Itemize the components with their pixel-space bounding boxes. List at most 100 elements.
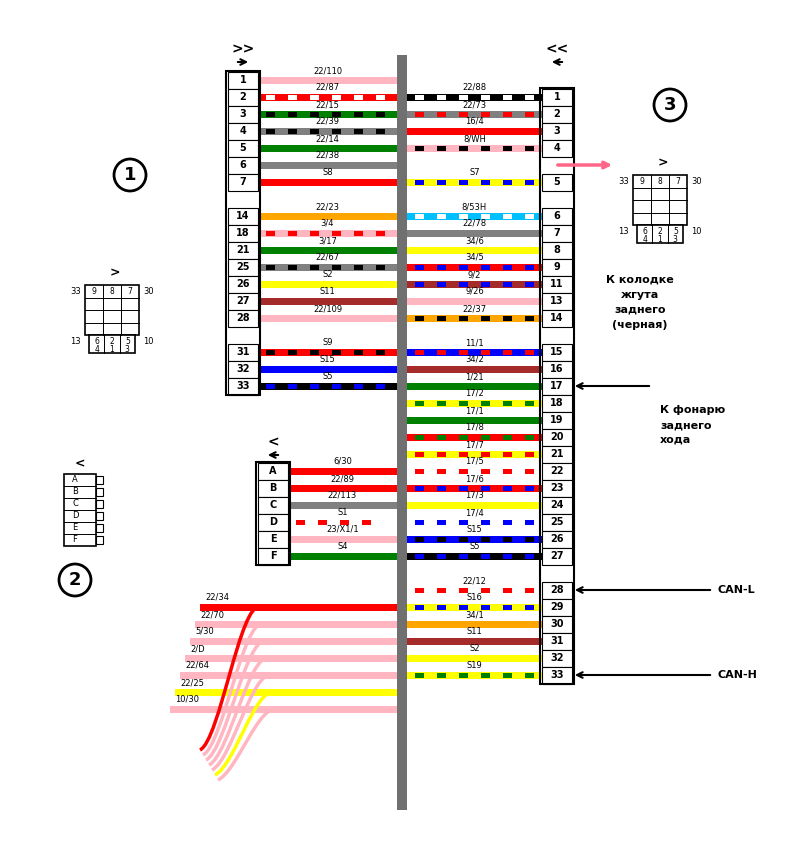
Bar bbox=[542, 224, 572, 241]
Text: 17/6: 17/6 bbox=[465, 474, 484, 483]
Bar bbox=[340, 520, 349, 525]
Bar bbox=[228, 241, 258, 258]
Bar bbox=[437, 605, 446, 609]
Bar bbox=[437, 400, 446, 406]
Bar bbox=[258, 548, 288, 565]
Text: 1: 1 bbox=[110, 346, 114, 354]
Bar bbox=[288, 519, 397, 526]
Text: 33: 33 bbox=[550, 670, 564, 680]
Bar bbox=[266, 383, 275, 389]
Text: 26: 26 bbox=[236, 279, 250, 289]
Bar bbox=[415, 349, 424, 354]
Bar bbox=[180, 671, 397, 678]
Bar bbox=[415, 95, 424, 100]
Bar bbox=[525, 95, 534, 100]
Bar bbox=[332, 95, 341, 100]
Bar bbox=[503, 672, 512, 677]
Bar bbox=[407, 586, 542, 594]
Bar bbox=[332, 264, 341, 269]
Bar bbox=[481, 214, 490, 218]
Text: 6: 6 bbox=[554, 211, 560, 221]
Bar bbox=[258, 263, 397, 270]
Bar bbox=[459, 520, 468, 525]
Text: 4: 4 bbox=[554, 143, 560, 153]
Bar bbox=[415, 112, 424, 117]
Bar bbox=[407, 434, 542, 440]
Text: 20: 20 bbox=[550, 432, 564, 442]
Text: 23: 23 bbox=[550, 483, 564, 493]
Bar bbox=[503, 349, 512, 354]
Bar bbox=[407, 246, 542, 254]
Bar bbox=[437, 315, 446, 320]
Text: 22/12: 22/12 bbox=[462, 576, 486, 585]
Bar bbox=[170, 705, 397, 712]
Bar bbox=[200, 603, 397, 611]
Text: 2: 2 bbox=[240, 92, 246, 102]
Text: 7: 7 bbox=[127, 287, 133, 296]
Text: S16: S16 bbox=[466, 593, 482, 602]
Text: 1: 1 bbox=[240, 75, 246, 85]
Bar bbox=[415, 554, 424, 559]
Bar bbox=[397, 55, 407, 810]
Bar bbox=[228, 140, 258, 157]
Bar bbox=[481, 486, 490, 491]
Bar bbox=[459, 435, 468, 440]
Text: 22/89: 22/89 bbox=[330, 474, 354, 483]
Bar bbox=[89, 335, 135, 353]
Text: 2: 2 bbox=[554, 109, 560, 119]
Text: 5/30: 5/30 bbox=[195, 627, 214, 636]
Bar bbox=[228, 258, 258, 275]
Bar bbox=[525, 112, 534, 117]
Bar bbox=[503, 486, 512, 491]
Bar bbox=[64, 474, 96, 546]
Bar bbox=[415, 605, 424, 609]
Bar bbox=[266, 231, 275, 235]
Text: S4: S4 bbox=[338, 542, 348, 551]
Text: 6: 6 bbox=[642, 227, 647, 237]
Text: 34/2: 34/2 bbox=[465, 355, 484, 364]
Bar bbox=[415, 435, 424, 440]
Bar bbox=[258, 366, 397, 372]
Text: 34/5: 34/5 bbox=[465, 253, 484, 262]
Bar bbox=[481, 315, 490, 320]
Bar bbox=[459, 112, 468, 117]
Text: 3: 3 bbox=[240, 109, 246, 119]
Bar bbox=[310, 349, 319, 354]
Bar bbox=[332, 231, 341, 235]
Bar bbox=[459, 605, 468, 609]
Bar bbox=[481, 672, 490, 677]
Text: 10: 10 bbox=[691, 227, 702, 237]
Bar bbox=[332, 112, 341, 117]
Text: 30: 30 bbox=[550, 619, 564, 629]
Text: 26: 26 bbox=[550, 534, 564, 544]
Text: S5: S5 bbox=[322, 372, 333, 381]
Text: К колодке: К колодке bbox=[606, 275, 674, 285]
Text: 3/4: 3/4 bbox=[321, 219, 334, 228]
Bar bbox=[542, 497, 572, 514]
Bar bbox=[542, 106, 572, 123]
Bar bbox=[415, 520, 424, 525]
Bar bbox=[503, 315, 512, 320]
Text: E: E bbox=[270, 534, 276, 544]
Text: 22/23: 22/23 bbox=[315, 202, 339, 211]
Text: B: B bbox=[270, 483, 277, 493]
Bar bbox=[542, 531, 572, 548]
Bar bbox=[407, 229, 542, 237]
Bar bbox=[525, 214, 534, 218]
Bar bbox=[376, 349, 385, 354]
Text: 2: 2 bbox=[110, 337, 114, 347]
Text: 28: 28 bbox=[236, 313, 250, 323]
Text: 33: 33 bbox=[70, 287, 81, 296]
Bar bbox=[525, 469, 534, 474]
Bar bbox=[228, 292, 258, 309]
Bar bbox=[542, 123, 572, 140]
Bar bbox=[542, 480, 572, 497]
Bar bbox=[266, 112, 275, 117]
Bar bbox=[415, 281, 424, 286]
Bar bbox=[503, 605, 512, 609]
Bar bbox=[228, 275, 258, 292]
Bar bbox=[258, 463, 288, 480]
Text: 10: 10 bbox=[143, 337, 154, 347]
Bar bbox=[407, 128, 542, 135]
Text: 5: 5 bbox=[240, 143, 246, 153]
